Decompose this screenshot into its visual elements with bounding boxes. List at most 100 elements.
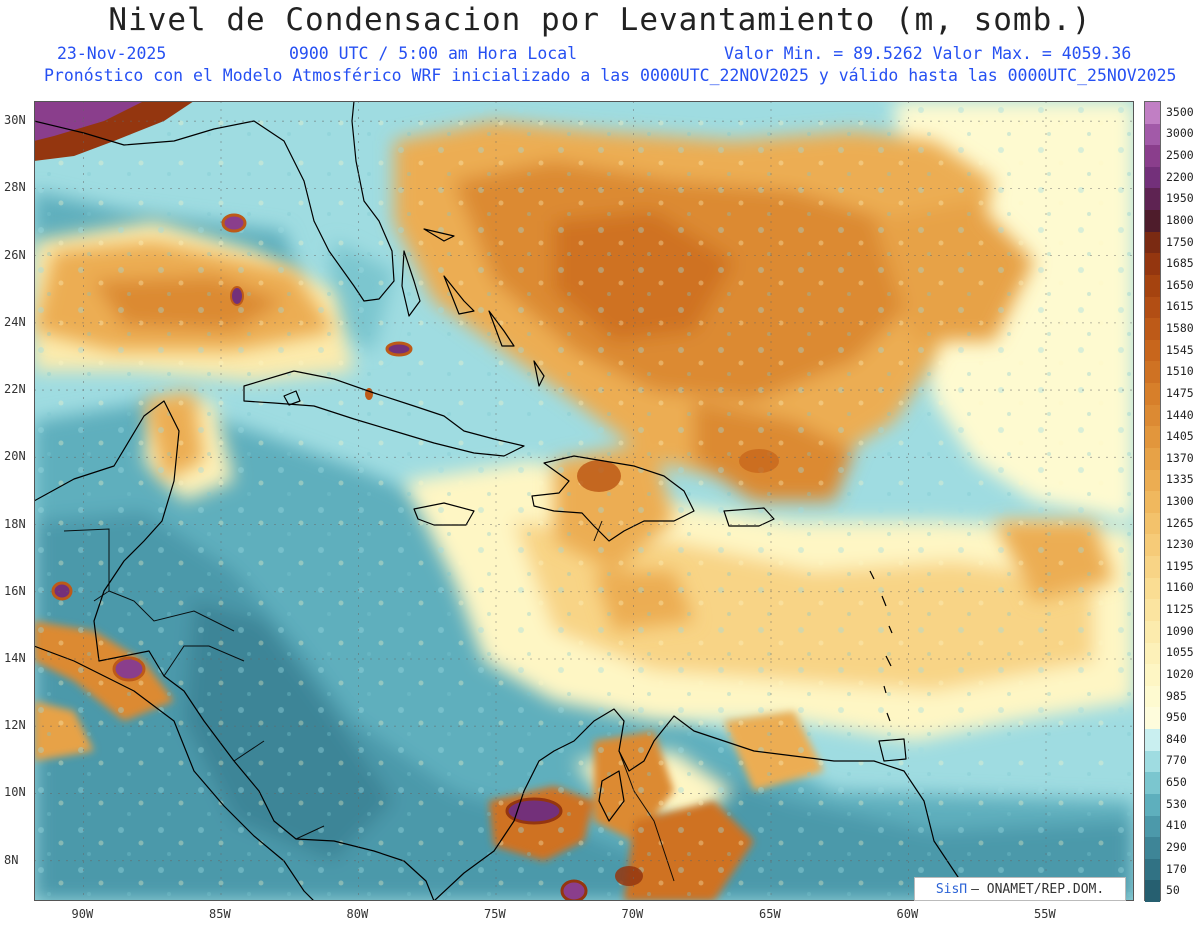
coast-bahamas-e — [423, 228, 455, 242]
colorbar-segment — [1145, 793, 1160, 816]
colorbar-segment — [1145, 318, 1160, 341]
colorbar-segment — [1145, 556, 1160, 579]
longitude-label: 55W — [1034, 907, 1056, 921]
colorbar-label: 1230 — [1166, 537, 1194, 552]
latitude-label: 28N — [4, 180, 26, 195]
colorbar-segment — [1145, 145, 1160, 168]
colorbar-segment — [1145, 447, 1160, 471]
colorbar-label: 3500 — [1166, 104, 1194, 119]
coast-jamaica — [413, 502, 475, 526]
map-title: Nivel de Condensacion por Levantamiento … — [108, 2, 1092, 38]
colorbar-label: 50 — [1166, 883, 1180, 898]
colorbar-segment — [1145, 620, 1160, 644]
colorbar-label: 1160 — [1166, 580, 1194, 595]
colorbar-segment — [1145, 642, 1160, 665]
latitude-label: 22N — [4, 382, 26, 397]
colorbar-label: 650 — [1166, 775, 1187, 790]
colorbar-label: 1440 — [1166, 407, 1194, 422]
colorbar-segment — [1145, 469, 1160, 492]
latitude-label: 12N — [4, 718, 26, 733]
colorbar-segment — [1145, 274, 1160, 298]
credit-box: SisΠ – ONAMET/REP.DOM. — [914, 877, 1126, 901]
colorbar-label: 1800 — [1166, 212, 1194, 227]
colorbar-segment — [1145, 837, 1160, 860]
coast-bahamas-b — [443, 275, 475, 315]
colorbar-label: 290 — [1166, 839, 1187, 854]
colorbar-segment — [1145, 102, 1160, 125]
colorbar-segment — [1145, 123, 1160, 146]
colorbar-label: 530 — [1166, 796, 1187, 811]
colorbar-segment — [1145, 750, 1160, 773]
colorbar-label: 1950 — [1166, 191, 1194, 206]
coast-lake-maracaibo — [598, 770, 625, 822]
min-max-values: Valor Min. = 89.5262 Valor Max. = 4059.3… — [724, 44, 1132, 63]
longitude-label: 70W — [621, 907, 644, 921]
colorbar-segment — [1145, 512, 1160, 535]
latitude-label: 8N — [4, 852, 19, 867]
coast-yucatan — [34, 400, 435, 901]
colorbar-label: 1475 — [1166, 385, 1194, 400]
colorbar-segment — [1145, 858, 1160, 881]
coast-bahamas-c — [488, 310, 515, 347]
colorbar-label: 1265 — [1166, 515, 1194, 530]
colorbar-segment — [1145, 534, 1160, 557]
field-texture — [34, 101, 1134, 901]
colorbar-label: 1545 — [1166, 342, 1194, 357]
coast-isla-juventud — [283, 390, 301, 406]
colorbar-label: 1615 — [1166, 299, 1194, 314]
colorbar-label: 1195 — [1166, 558, 1194, 573]
coast-south-america — [433, 708, 975, 901]
colorbar-segment — [1145, 577, 1160, 600]
lcl-map — [34, 101, 1134, 901]
colorbar-segment — [1145, 404, 1160, 427]
colorbar-label: 1300 — [1166, 494, 1194, 508]
colorbar-label: 985 — [1166, 688, 1187, 703]
colorbar-label: 2200 — [1166, 169, 1194, 184]
colorbar-segment — [1145, 361, 1160, 384]
longitude-label: 60W — [896, 907, 919, 921]
colorbar-label: 1750 — [1166, 234, 1194, 249]
colorbar-segment — [1145, 880, 1160, 903]
colorbar-segment — [1145, 426, 1160, 449]
colorbar-segment — [1145, 383, 1160, 406]
colorbar-label: 1580 — [1166, 321, 1194, 336]
colorbar-segment — [1145, 491, 1160, 514]
colorbar-label: 1685 — [1166, 256, 1194, 271]
coast-bahamas — [401, 250, 421, 317]
colorbar-label: 1650 — [1166, 277, 1194, 292]
colorbar-segment — [1145, 231, 1160, 254]
colorbar-label: 3000 — [1166, 126, 1194, 141]
colorbar-segment — [1145, 599, 1160, 622]
colorbar-label: 1510 — [1166, 364, 1194, 379]
coast-trinidad — [878, 738, 907, 762]
colorbar-label: 950 — [1166, 710, 1187, 725]
colorbar-segment — [1145, 166, 1160, 189]
colorbar-segment — [1145, 664, 1160, 687]
colorbar-segment — [1145, 685, 1160, 708]
latitude-label: 10N — [4, 785, 26, 800]
latitude-label: 26N — [4, 247, 26, 262]
colorbar-label: 1020 — [1166, 666, 1194, 681]
colorbar-segment — [1145, 729, 1160, 752]
colorbar-label: 840 — [1166, 731, 1187, 746]
valid-date: 23-Nov-2025 — [57, 44, 167, 63]
colorbar-label: 1125 — [1166, 602, 1194, 617]
colorbar-label: 1055 — [1166, 645, 1194, 660]
latitude-label: 30N — [4, 113, 26, 128]
coast-lesser-antilles — [869, 570, 893, 722]
credit-text: – ONAMET/REP.DOM. — [971, 881, 1105, 897]
colorbar-label: 1335 — [1166, 472, 1194, 487]
colorbar-label: 170 — [1166, 861, 1187, 876]
colorbar-label: 770 — [1166, 753, 1187, 768]
latitude-label: 20N — [4, 449, 26, 464]
latitude-label: 14N — [4, 650, 26, 665]
colorbar-segment — [1145, 339, 1160, 362]
latitude-label: 16N — [4, 583, 26, 598]
colorbar-label: 1090 — [1166, 623, 1194, 638]
colorbar-segment — [1145, 707, 1160, 730]
longitude-label: 75W — [484, 907, 506, 921]
longitude-label: 90W — [71, 907, 94, 921]
longitude-label: 80W — [346, 907, 369, 921]
colorbar — [1144, 101, 1161, 903]
colorbar-segment — [1145, 253, 1160, 276]
